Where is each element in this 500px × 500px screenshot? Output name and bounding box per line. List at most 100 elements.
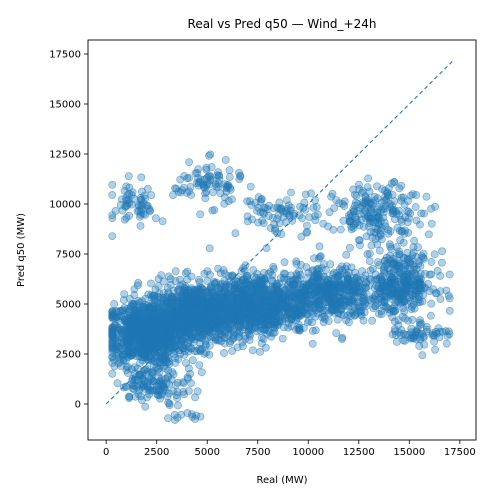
- data-point: [329, 225, 338, 234]
- data-point: [247, 280, 255, 289]
- data-point: [362, 232, 371, 241]
- data-point: [366, 295, 375, 304]
- data-point: [438, 247, 446, 256]
- data-point: [392, 209, 401, 218]
- data-point: [130, 291, 139, 299]
- data-point: [399, 304, 408, 312]
- data-point: [383, 303, 392, 312]
- data-point: [274, 308, 283, 317]
- data-point: [330, 273, 339, 282]
- data-point: [353, 273, 361, 281]
- data-point: [220, 305, 229, 314]
- data-point: [171, 381, 180, 389]
- data-point: [422, 192, 431, 201]
- data-point: [205, 325, 213, 334]
- data-point: [319, 219, 328, 228]
- data-point: [137, 205, 146, 214]
- data-point: [396, 236, 405, 245]
- x-tick-label: 17500: [444, 447, 476, 458]
- data-point: [340, 202, 349, 210]
- data-point: [307, 189, 315, 198]
- data-point: [133, 281, 142, 290]
- data-point: [200, 349, 209, 358]
- data-point: [141, 194, 149, 203]
- data-point: [108, 232, 117, 240]
- data-point: [342, 316, 350, 325]
- data-point: [392, 337, 401, 346]
- y-tick-label: 2500: [56, 350, 81, 361]
- data-point: [274, 211, 283, 220]
- data-point: [131, 333, 140, 342]
- data-point: [191, 415, 199, 423]
- data-point: [337, 335, 346, 343]
- data-point: [233, 297, 242, 306]
- data-point: [351, 310, 360, 319]
- data-point: [227, 195, 236, 204]
- data-point: [253, 269, 261, 278]
- data-point: [414, 243, 422, 252]
- data-point: [425, 270, 434, 279]
- data-point: [295, 267, 303, 276]
- data-point: [336, 225, 345, 234]
- data-point: [183, 373, 192, 382]
- data-point: [194, 181, 203, 190]
- x-tick-label: 12500: [343, 447, 375, 458]
- data-point: [415, 341, 424, 350]
- data-point: [294, 324, 303, 332]
- data-point: [120, 303, 129, 312]
- data-point: [349, 223, 358, 232]
- data-point: [379, 282, 388, 290]
- data-point: [397, 227, 406, 236]
- data-point: [203, 179, 212, 188]
- data-point: [406, 209, 415, 218]
- data-point: [177, 410, 186, 419]
- data-point: [171, 277, 180, 285]
- data-point: [108, 180, 117, 189]
- data-point: [280, 293, 289, 302]
- data-point: [196, 210, 205, 219]
- data-point: [364, 174, 372, 183]
- data-point: [134, 278, 142, 287]
- y-tick-label: 5000: [56, 300, 81, 311]
- data-point: [240, 314, 249, 323]
- data-point: [151, 214, 160, 223]
- data-point: [418, 297, 427, 306]
- data-point: [373, 194, 382, 203]
- data-point: [386, 203, 395, 212]
- data-point: [196, 324, 205, 333]
- data-point: [108, 191, 117, 199]
- data-point: [415, 329, 424, 338]
- data-point: [163, 373, 172, 382]
- data-point: [272, 282, 281, 290]
- data-point: [302, 221, 311, 230]
- data-point: [257, 195, 266, 204]
- data-point: [129, 301, 138, 310]
- data-point: [427, 219, 436, 228]
- data-point: [210, 206, 219, 214]
- data-point: [171, 184, 179, 193]
- data-point: [363, 250, 372, 259]
- data-point: [293, 311, 301, 320]
- data-point: [134, 312, 143, 321]
- data-point: [186, 183, 195, 191]
- data-point: [261, 204, 270, 212]
- data-point: [436, 287, 445, 295]
- data-point: [422, 322, 431, 331]
- data-point: [301, 310, 310, 319]
- data-point: [227, 280, 236, 289]
- data-point: [302, 290, 311, 299]
- data-point: [181, 282, 190, 290]
- data-point: [345, 297, 354, 306]
- y-tick-label: 17500: [49, 50, 81, 61]
- data-point: [187, 191, 195, 199]
- data-point: [365, 257, 374, 265]
- data-point: [173, 401, 182, 410]
- data-point: [335, 265, 344, 273]
- data-point: [244, 328, 253, 336]
- x-tick-label: 7500: [245, 447, 270, 458]
- data-point: [395, 297, 403, 306]
- data-point: [373, 205, 382, 214]
- data-point: [322, 294, 331, 303]
- data-point: [397, 193, 406, 202]
- data-point: [132, 352, 141, 361]
